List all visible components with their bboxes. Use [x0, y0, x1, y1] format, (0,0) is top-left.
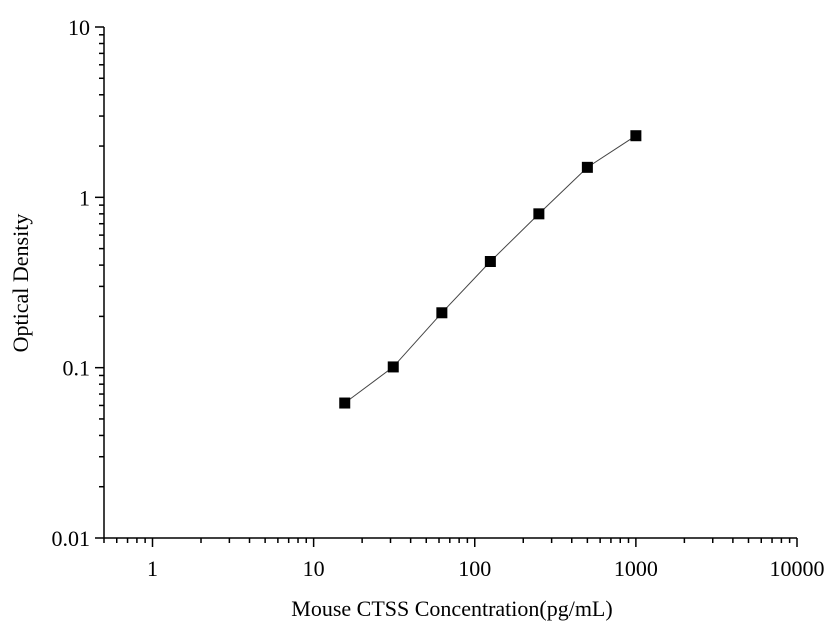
- y-axis-title: Optical Density: [8, 214, 33, 353]
- data-point: [581, 161, 593, 173]
- y-tick-label: 1: [79, 185, 90, 210]
- data-point: [630, 130, 642, 142]
- x-tick-label: 1000: [614, 556, 658, 581]
- data-point: [533, 208, 545, 220]
- y-tick-label: 10: [68, 15, 90, 40]
- data-point: [387, 361, 399, 373]
- x-tick-label: 10000: [770, 556, 825, 581]
- data-point: [339, 397, 351, 409]
- y-tick-label: 0.01: [52, 526, 91, 551]
- x-axis-title: Mouse CTSS Concentration(pg/mL): [291, 596, 612, 621]
- x-ticks: 1 10 100 1000 10000: [103, 538, 825, 581]
- x-tick-label: 100: [458, 556, 491, 581]
- series-layer: [339, 130, 642, 409]
- y-ticks: 0.01 0.1 1 10: [52, 15, 104, 551]
- data-point: [436, 307, 448, 319]
- y-tick-label: 0.1: [63, 356, 91, 381]
- x-tick-label: 1: [147, 556, 158, 581]
- axes: [103, 27, 797, 539]
- x-tick-label: 10: [303, 556, 325, 581]
- data-point: [484, 256, 496, 268]
